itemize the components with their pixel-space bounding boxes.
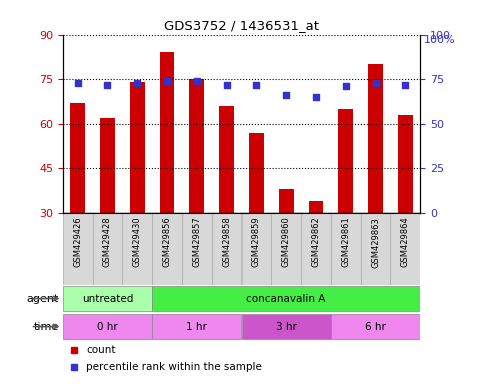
Point	[312, 94, 320, 100]
Bar	[242, 213, 271, 285]
Text: count: count	[86, 344, 115, 354]
Text: GSM429430: GSM429430	[133, 217, 142, 267]
Text: GSM429859: GSM429859	[252, 217, 261, 267]
Text: 1 hr: 1 hr	[186, 321, 207, 332]
Text: 0 hr: 0 hr	[97, 321, 118, 332]
Bar	[159, 52, 174, 213]
Text: concanavalin A: concanavalin A	[246, 293, 326, 303]
Bar	[309, 201, 324, 213]
Text: GSM429861: GSM429861	[341, 217, 350, 267]
Bar	[63, 314, 152, 339]
Bar	[301, 213, 331, 285]
Text: GSM429858: GSM429858	[222, 217, 231, 267]
Bar	[279, 189, 294, 213]
Text: GSM429857: GSM429857	[192, 217, 201, 267]
Point	[163, 78, 171, 84]
Point	[401, 81, 409, 88]
Point	[193, 78, 201, 84]
Point	[342, 83, 350, 89]
Bar	[130, 82, 145, 213]
Bar	[398, 115, 413, 213]
Point	[74, 80, 82, 86]
Text: GSM429860: GSM429860	[282, 217, 291, 267]
Text: agent: agent	[27, 293, 59, 303]
Text: GSM429863: GSM429863	[371, 217, 380, 268]
Point	[253, 81, 260, 88]
Bar	[100, 118, 115, 213]
Text: time: time	[34, 321, 59, 332]
Text: percentile rank within the sample: percentile rank within the sample	[86, 362, 262, 372]
Point	[223, 81, 230, 88]
Bar	[182, 213, 212, 285]
Text: 100%: 100%	[424, 35, 455, 45]
Bar	[152, 286, 420, 311]
Bar	[219, 106, 234, 213]
Bar	[152, 314, 242, 339]
Bar	[361, 213, 390, 285]
Text: untreated: untreated	[82, 293, 133, 303]
Bar	[390, 213, 420, 285]
Bar	[122, 213, 152, 285]
Bar	[249, 133, 264, 213]
Point	[372, 80, 380, 86]
Bar	[189, 79, 204, 213]
Bar	[242, 314, 331, 339]
Point	[133, 80, 141, 86]
Bar	[271, 213, 301, 285]
Bar	[331, 213, 361, 285]
Text: GSM429426: GSM429426	[73, 217, 82, 267]
Bar	[70, 103, 85, 213]
Title: GDS3752 / 1436531_at: GDS3752 / 1436531_at	[164, 19, 319, 32]
Point	[104, 81, 112, 88]
Bar	[338, 109, 353, 213]
Bar	[152, 213, 182, 285]
Text: GSM429862: GSM429862	[312, 217, 320, 267]
Text: 3 hr: 3 hr	[276, 321, 297, 332]
Bar	[368, 64, 383, 213]
Point	[282, 92, 290, 98]
Text: GSM429428: GSM429428	[103, 217, 112, 267]
Text: 6 hr: 6 hr	[365, 321, 386, 332]
Bar	[93, 213, 122, 285]
Bar	[331, 314, 420, 339]
Text: GSM429856: GSM429856	[163, 217, 171, 267]
Bar	[212, 213, 242, 285]
Text: GSM429864: GSM429864	[401, 217, 410, 267]
Bar	[63, 286, 152, 311]
Bar	[63, 213, 93, 285]
